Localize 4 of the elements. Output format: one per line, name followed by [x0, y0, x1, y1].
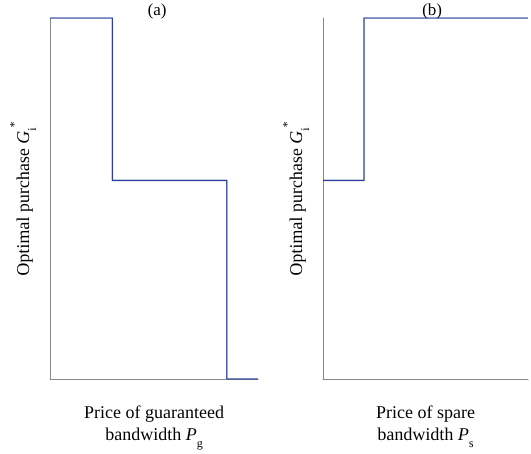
- y-axis-title: Optimal purchase Gi*: [280, 121, 312, 276]
- chart-title: (a): [148, 0, 166, 19]
- chart-title: (b): [422, 0, 442, 19]
- y-axis-title: Optimal purchase Gi*: [7, 121, 39, 276]
